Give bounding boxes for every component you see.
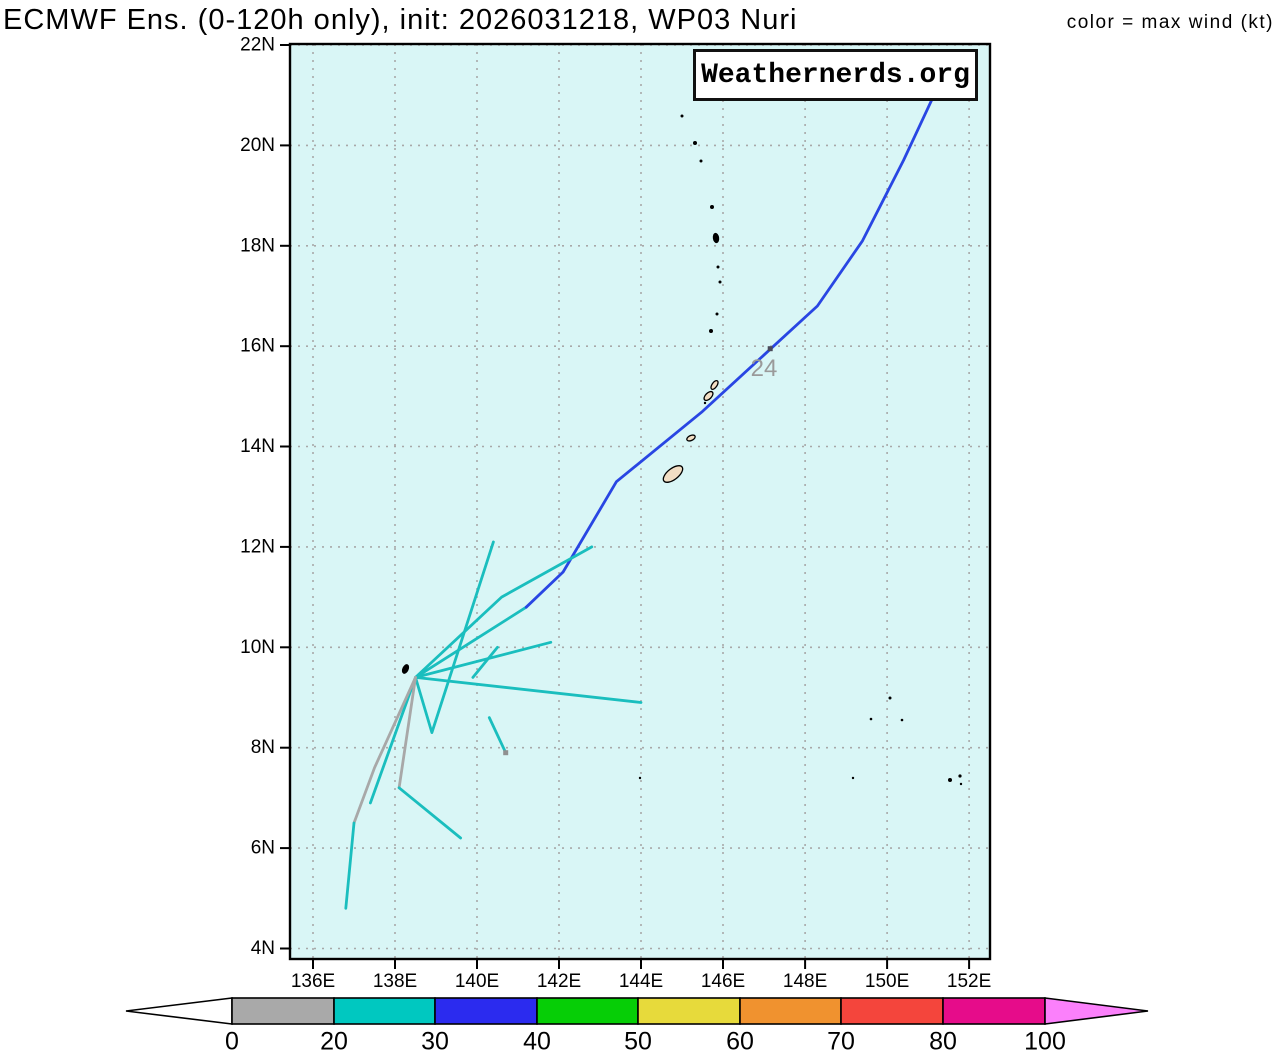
island-speck (900, 718, 904, 722)
colorbar-tick-label: 30 (421, 1028, 449, 1056)
colorbar-segment (434, 997, 538, 1025)
colorbar-segment (739, 997, 842, 1025)
colorbar-right-arrow (1044, 997, 1149, 1025)
colorbar-tick-label: 100 (1024, 1028, 1066, 1056)
colorbar-left-arrow (125, 997, 233, 1025)
colorbar-tick-label: 50 (624, 1028, 652, 1056)
island-speck (680, 114, 684, 118)
colorbar-tick-label: 0 (225, 1028, 239, 1056)
y-tick-label: 16N (240, 336, 275, 357)
x-tick-label: 150E (865, 971, 909, 992)
colorbar-tick-label: 20 (320, 1028, 348, 1056)
track-segment-member-ssw-weak (344, 821, 356, 910)
position-marker (503, 750, 509, 756)
x-tick-label: 138E (373, 971, 417, 992)
colorbar-tick-label: 60 (726, 1028, 754, 1056)
x-tick-label: 136E (291, 971, 335, 992)
islands-layer (401, 114, 963, 786)
x-tick-label: 142E (537, 971, 581, 992)
track-segment-member-east (414, 676, 643, 704)
track-segment-member-ne-recurver (414, 605, 528, 679)
colorbar-segment (536, 997, 639, 1025)
island-guam (662, 465, 684, 483)
y-tick-label: 22N (240, 35, 275, 56)
grid-lines (290, 44, 990, 959)
colorbar-segment (840, 997, 944, 1025)
track-segment-member-ssw-weak (352, 676, 417, 825)
track-segment-member-short-se (487, 716, 508, 755)
colorbar-caption: color = max wind (kt) (1066, 12, 1274, 33)
y-tick-label: 20N (240, 135, 275, 156)
axes: 136E 138E 140E 142E 144E 146E 148E 150E 152E 22N 2… (240, 35, 991, 992)
y-tick-label: 10N (240, 637, 275, 658)
island-saipan (710, 380, 719, 390)
colorbar-segment (231, 997, 335, 1025)
island-speck (851, 776, 855, 780)
y-tick-label: 18N (240, 235, 275, 256)
island-yap (401, 664, 410, 674)
position-marker (767, 346, 773, 352)
y-tick-label: 12N (240, 536, 275, 557)
forecast-hour-label: 24 (751, 355, 778, 382)
y-tick-label: 6N (251, 838, 275, 859)
island-speck (693, 141, 697, 145)
track-segment-member-short-ne (471, 645, 499, 679)
island-speck (699, 159, 703, 163)
colorbar-segment (333, 997, 436, 1025)
x-tick-label: 140E (455, 971, 499, 992)
track-segment-member-ene (414, 640, 553, 679)
island-speck (959, 782, 963, 786)
y-tick-label: 14N (240, 436, 275, 457)
island-speck (715, 312, 719, 316)
island-speck (958, 774, 962, 778)
track-segment-member-s-weak (397, 786, 463, 840)
colorbar-segment (942, 997, 1046, 1025)
colorbar-tick-label: 40 (523, 1028, 551, 1056)
wind-colorbar: 0 20 30 40 50 60 70 80 100 (125, 997, 1149, 1056)
island-speck (710, 205, 714, 209)
colorbar-segment (637, 997, 741, 1025)
track-segment-member-ne-long (414, 545, 594, 679)
island-speck (709, 329, 713, 333)
ocean-background (290, 44, 990, 959)
x-tick-label: 148E (783, 971, 827, 992)
island-pagan (712, 232, 720, 244)
island-speck (718, 280, 722, 284)
x-tick-label: 146E (701, 971, 745, 992)
island-speck (703, 401, 707, 405)
island-speck (888, 696, 892, 700)
track-segment-member-s-weak (397, 676, 417, 790)
y-tick-label: 4N (251, 938, 275, 959)
y-tick-label: 8N (251, 737, 275, 758)
track-segment-member-sw (368, 676, 417, 805)
chart-title: ECMWF Ens. (0-120h only), init: 20260312… (3, 4, 798, 36)
x-tick-label: 144E (619, 971, 663, 992)
x-tick-label: 152E (947, 971, 991, 992)
island-tinian (703, 390, 714, 402)
colorbar-tick-label: 80 (929, 1028, 957, 1056)
track-segment-member-south-then-nne (414, 540, 495, 734)
watermark-box: Weathernerds.org (693, 49, 978, 101)
island-speck (716, 265, 720, 269)
island-rota (686, 434, 696, 442)
colorbar-tick-label: 70 (827, 1028, 855, 1056)
island-speck (948, 778, 952, 782)
island-speck (638, 776, 642, 780)
island-speck (869, 717, 873, 721)
watermark-text: Weathernerds.org (701, 59, 970, 91)
